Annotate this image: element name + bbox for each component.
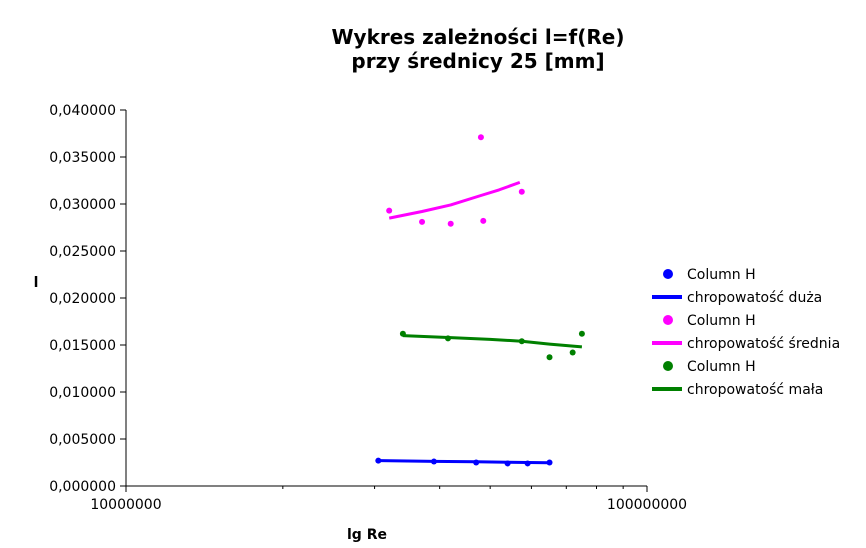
x-axis-title: lg Re [347,527,387,543]
y-tick-label: 0,020000 [49,291,116,307]
legend-swatch-line [652,387,682,391]
legend-swatch-marker [663,269,673,279]
x-tick-label: 10000000 [90,497,161,513]
y-axis-title: l [34,275,39,291]
data-point [569,349,576,356]
legend-swatch-line [652,295,682,299]
y-tick-labels: 0,000000 0,005000 0,010000 0,015000 0,020000… [49,103,126,495]
legend-label: Column H [687,359,756,375]
y-tick-label: 0,015000 [49,338,116,354]
data-point [518,188,525,195]
legend-label: chropowatość duża [687,290,822,306]
data-point [578,330,585,337]
data-point [477,134,484,141]
data-point [419,218,426,225]
series-line-3 [388,180,521,220]
axes [125,110,647,487]
y-tick-label: 0,025000 [49,244,116,260]
series-line-5 [402,334,583,349]
chart-title-line-2: przy średnicy 25 [mm] [351,49,604,73]
data-point [546,354,553,361]
y-tick-label: 0,005000 [49,432,116,448]
y-tick-label: 0,000000 [49,479,116,495]
y-tick-label: 0,035000 [49,150,116,166]
x-tick-label: 100000000 [607,497,687,513]
series-line-1 [378,459,550,465]
legend-label: Column H [687,313,756,329]
legend: Column H chropowatość duża Column H chropow… [652,267,840,398]
data-point [386,207,393,214]
y-tick-label: 0,010000 [49,385,116,401]
x-tick-labels: 10000000 100000000 [90,486,687,513]
data-point [480,217,487,224]
legend-swatch-marker [663,361,673,371]
legend-swatch-marker [663,315,673,325]
y-tick-label: 0,030000 [49,197,116,213]
legend-swatch-line [652,341,682,345]
legend-label: Column H [687,267,756,283]
y-tick-label: 0,040000 [49,103,116,119]
legend-label: chropowatość średnia [687,336,840,352]
legend-label: chropowatość mała [687,382,823,398]
chart-title-line-1: Wykres zależności l=f(Re) [331,25,624,49]
plot-area [375,134,585,467]
data-point [447,220,454,227]
